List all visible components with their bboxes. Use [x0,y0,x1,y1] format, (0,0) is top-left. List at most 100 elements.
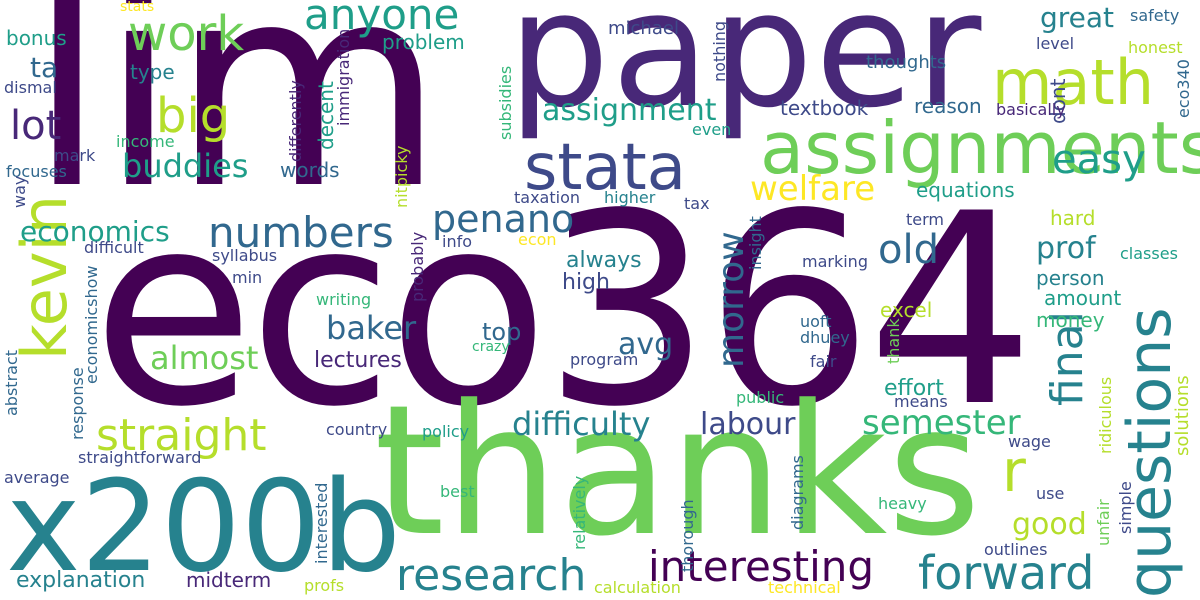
word-anyone: anyone [304,0,460,39]
word-decent: decent [314,81,338,150]
word-forward: forward [918,546,1095,600]
word-honest: honest [1128,38,1183,57]
word-amount: amount [1044,286,1122,310]
word-tax: tax [684,194,710,213]
word-numbers: numbers [208,208,394,257]
word-reason: reason [914,94,982,118]
word-lot: lot [10,103,62,149]
word-big: big [156,88,231,144]
word-classes: classes [1120,244,1178,263]
word-info: info [442,232,473,251]
word-midterm: midterm [186,568,272,592]
word-higher: higher [604,188,656,207]
word-subsidies: subsidies [496,65,515,140]
word-prof: prof [1036,231,1096,266]
word-eco340: eco340 [1174,59,1193,118]
word-stats: stats [120,0,155,15]
word-stata: stata [524,131,686,205]
word-differently: differently [286,80,305,162]
word-difficulty: difficulty [512,405,651,443]
word-mark: mark [54,146,96,165]
word-r: r [1002,437,1026,505]
word-morrow: morrow [711,231,752,368]
word-old: old [878,227,939,273]
word-problem: problem [382,30,465,54]
word-always: always [566,248,642,273]
word-math: math [992,46,1154,119]
word-heavy: heavy [878,494,927,513]
word-dismal: dismal [4,78,57,97]
word-words: words [280,158,340,182]
word-interested: interested [312,482,331,564]
word-person: person [1036,266,1105,290]
word-econ: econ [518,230,557,249]
word-safety: safety [1130,6,1180,25]
word-syllabus: syllabus [212,246,278,265]
word-buddies: buddies [122,147,249,185]
word-even: even [692,120,732,139]
word-relatively: relatively [570,475,589,550]
word-economicshow: economicshow [82,265,101,384]
word-baker: baker [326,309,417,347]
word-basically: basically [996,100,1066,119]
word-top: top [482,318,522,346]
word-use: use [1036,484,1065,503]
word-best: best [440,482,475,501]
word-simple: simple [1116,481,1135,534]
word-diagrams: diagrams [788,455,807,530]
word-taxation: taxation [514,188,580,207]
word-penano: penano [432,197,575,241]
word-interesting: interesting [648,542,875,591]
word-type: type [130,60,175,84]
word-welfare: welfare [750,169,876,209]
word-income: income [116,132,175,151]
word-thanks: thanks [374,367,982,576]
word-straight: straight [96,410,267,461]
word-assignments: assignments [760,106,1200,190]
word-nothing: nothing [710,20,729,82]
word-questions: questions [1115,307,1185,598]
word-lim: lim [28,0,444,251]
word-nitpicky: nitpicky [392,145,411,208]
word-public: public [736,388,785,407]
word-labour: labour [700,407,796,442]
word-equations: equations [916,178,1015,202]
word-thank: thank [884,318,903,364]
word-fair: fair [810,352,837,371]
word-work: work [128,6,245,62]
word-avg: avg [618,327,674,362]
word-program: program [570,350,639,369]
word-solutions: solutions [1172,375,1193,456]
word-country: country [326,420,388,439]
word-paper: paper [508,0,984,143]
word-easy: easy [1052,137,1146,183]
word-abstract: abstract [2,349,21,416]
word-min: min [232,268,263,287]
word-difficult: difficult [84,238,144,257]
word-outlines: outlines [984,540,1048,559]
word-almost: almost [150,339,259,377]
word-immigration: immigration [334,28,353,126]
word-focuses: focuses [6,162,67,181]
word-economics: economics [20,215,170,248]
word-probably: probably [408,231,427,302]
word-straightforward: straightforward [78,448,202,467]
word-means: means [894,392,948,411]
word-calculation: calculation [594,578,681,597]
word-x200b: x200b [6,453,402,600]
word-average: average [4,468,70,487]
word-ta: ta [30,51,59,84]
word-uoft: uoft [800,312,832,331]
word-response: response [68,367,87,440]
word-technical: technical [768,578,841,597]
word-wage: wage [1008,432,1051,451]
word-level: level [1036,34,1075,53]
word-michael: michael [608,18,679,39]
word-assignment: assignment [542,93,717,128]
word-effort: effort [884,376,944,401]
word-money: money [1036,308,1105,332]
word-marking: marking [802,252,868,271]
word-explanation: explanation [16,568,146,593]
word-policy: policy [422,422,470,441]
